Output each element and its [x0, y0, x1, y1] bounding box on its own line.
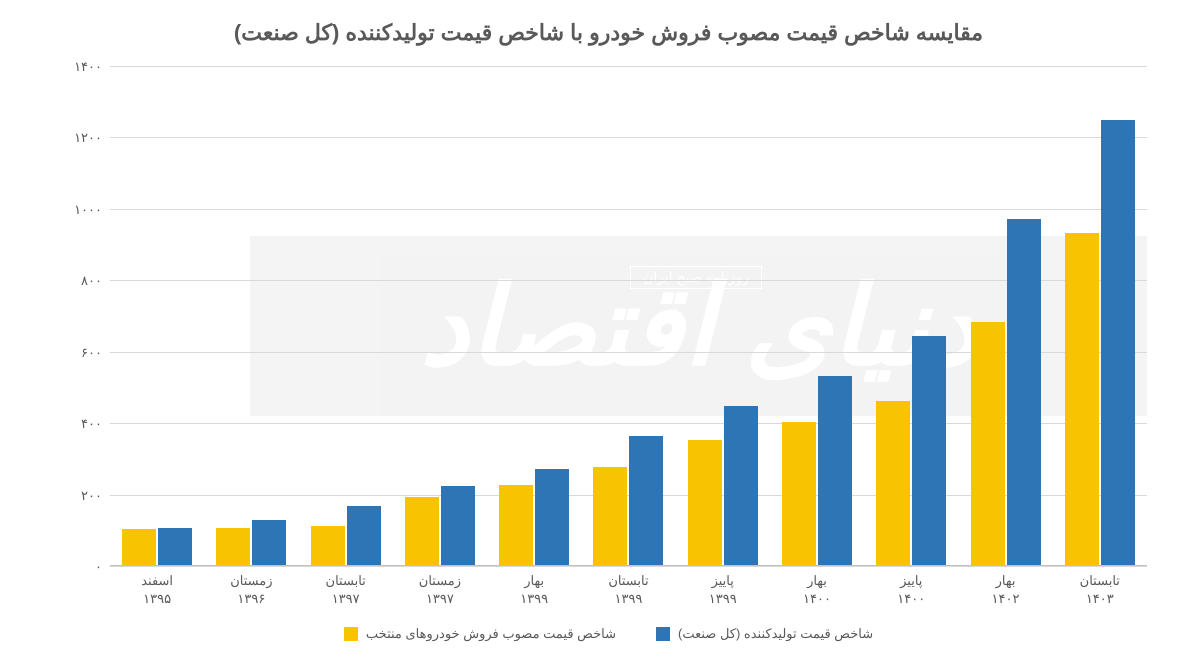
- bar: [499, 485, 533, 565]
- bar: [441, 486, 475, 565]
- x-axis-label: بهار۱۴۰۰: [770, 572, 864, 608]
- legend-swatch-0: [344, 627, 358, 641]
- bar: [629, 436, 663, 565]
- bar-group: [958, 66, 1052, 565]
- bar: [971, 322, 1005, 565]
- bar-group: [204, 66, 298, 565]
- bar: [782, 422, 816, 565]
- chart-title: مقایسه شاخص قیمت مصوب فروش خودرو با شاخص…: [60, 20, 1157, 46]
- bar: [122, 529, 156, 565]
- bar: [876, 401, 910, 565]
- gridline: ۰: [110, 566, 1147, 567]
- y-axis-label: ۱۲۰۰: [74, 130, 102, 146]
- bar: [912, 336, 946, 565]
- bar: [535, 469, 569, 565]
- bar-group: [864, 66, 958, 565]
- bar: [688, 440, 722, 565]
- bar: [405, 497, 439, 565]
- x-axis-label: تابستان۱۳۹۷: [299, 572, 393, 608]
- bar: [158, 528, 192, 566]
- legend-label-0: شاخص قیمت مصوب فروش خودروهای منتخب: [366, 626, 616, 642]
- x-axis-label: پاییز۱۳۹۹: [676, 572, 770, 608]
- x-axis-label: پاییز۱۴۰۰: [864, 572, 958, 608]
- x-axis-label: اسفند۱۳۹۵: [110, 572, 204, 608]
- bar-group: [393, 66, 487, 565]
- legend-swatch-1: [656, 627, 670, 641]
- bar-group: [676, 66, 770, 565]
- bar: [724, 406, 758, 565]
- bar-group: [299, 66, 393, 565]
- bar: [1065, 233, 1099, 565]
- plot-area: روزنامه صبح ایران دنیای اقتصاد ۰۲۰۰۴۰۰۶۰…: [110, 66, 1147, 566]
- legend: شاخص قیمت مصوب فروش خودروهای منتخب شاخص …: [60, 626, 1157, 642]
- bar-group: [770, 66, 864, 565]
- x-axis-label: زمستان۱۳۹۷: [393, 572, 487, 608]
- legend-item-series-0: شاخص قیمت مصوب فروش خودروهای منتخب: [344, 626, 616, 642]
- bar-group: [1053, 66, 1147, 565]
- bar: [593, 467, 627, 565]
- y-axis-label: ۰: [95, 559, 102, 575]
- legend-item-series-1: شاخص قیمت تولیدکننده (کل صنعت): [656, 626, 873, 642]
- bar: [252, 520, 286, 565]
- y-axis-label: ۲۰۰: [81, 488, 102, 504]
- x-axis-label: زمستان۱۳۹۶: [204, 572, 298, 608]
- x-axis-label: تابستان۱۴۰۳: [1053, 572, 1147, 608]
- bar: [818, 376, 852, 565]
- x-axis-label: بهار۱۳۹۹: [487, 572, 581, 608]
- y-axis-label: ۶۰۰: [81, 345, 102, 361]
- x-axis-labels: اسفند۱۳۹۵زمستان۱۳۹۶تابستان۱۳۹۷زمستان۱۳۹۷…: [110, 572, 1147, 608]
- legend-label-1: شاخص قیمت تولیدکننده (کل صنعت): [678, 626, 873, 642]
- y-axis-label: ۸۰۰: [81, 273, 102, 289]
- bar: [1007, 219, 1041, 565]
- bar: [311, 526, 345, 565]
- bar: [347, 506, 381, 565]
- bar: [1101, 120, 1135, 565]
- bar-group: [581, 66, 675, 565]
- y-axis-label: ۱۴۰۰: [74, 59, 102, 75]
- x-axis-label: بهار۱۴۰۲: [958, 572, 1052, 608]
- bar-groups: [110, 66, 1147, 565]
- x-axis-label: تابستان۱۳۹۹: [581, 572, 675, 608]
- bar-group: [487, 66, 581, 565]
- chart-container: مقایسه شاخص قیمت مصوب فروش خودرو با شاخص…: [0, 0, 1197, 658]
- bar: [216, 528, 250, 566]
- y-axis-label: ۴۰۰: [81, 416, 102, 432]
- y-axis-label: ۱۰۰۰: [74, 202, 102, 218]
- bar-group: [110, 66, 204, 565]
